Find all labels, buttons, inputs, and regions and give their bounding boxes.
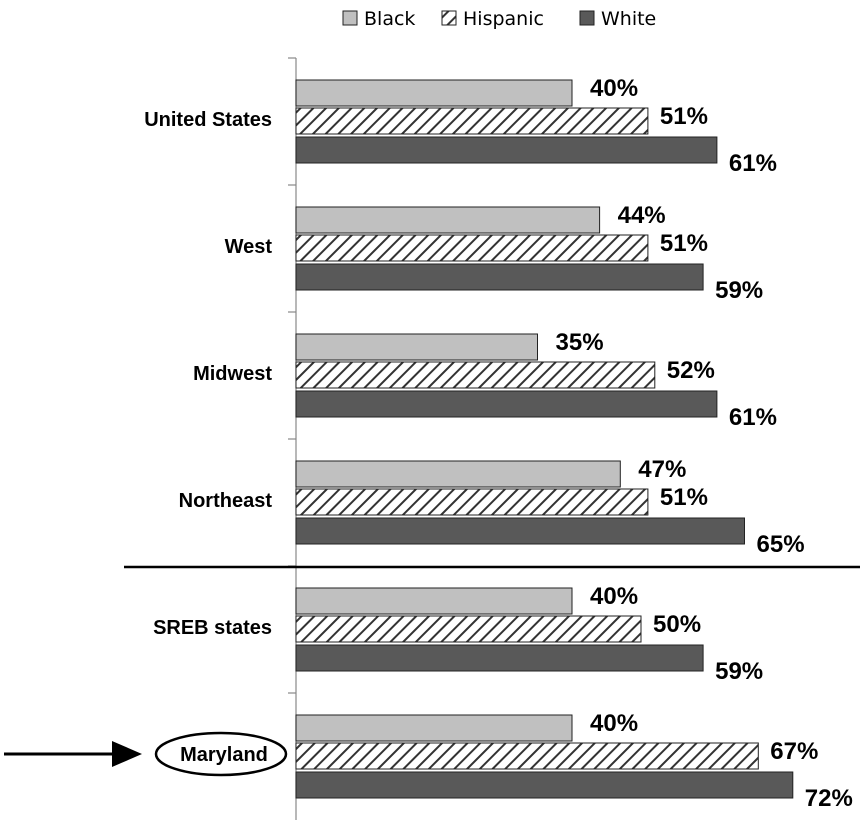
annotations [4, 565, 860, 777]
bar-west-white [295, 263, 704, 291]
value-label-west-black: 44% [618, 202, 666, 229]
legend-label-hispanic: Hispanic [463, 8, 544, 30]
value-label-midwest-black: 35% [556, 329, 604, 356]
value-label-united-states-black: 40% [590, 75, 638, 102]
legend-label-black: Black [364, 8, 415, 30]
bar-sreb-states-hispanic [295, 615, 642, 643]
bar-maryland-black [295, 714, 573, 742]
bar-midwest-white [295, 390, 718, 418]
value-label-united-states-white: 61% [729, 150, 777, 177]
category-label-united-states: United States [144, 109, 272, 131]
highlight-ellipse [154, 731, 288, 777]
bar-united-states-black [295, 79, 573, 107]
bar-united-states-white [295, 136, 718, 164]
bar-maryland-hispanic [295, 742, 759, 770]
category-label-northeast: Northeast [179, 490, 273, 512]
value-label-maryland-hispanic: 67% [770, 738, 818, 765]
bar-northeast-hispanic [295, 488, 649, 516]
bar-west-hispanic [295, 234, 649, 262]
value-label-west-hispanic: 51% [660, 230, 708, 257]
value-label-west-white: 59% [715, 277, 763, 304]
value-label-maryland-black: 40% [590, 710, 638, 737]
value-label-midwest-hispanic: 52% [667, 357, 715, 384]
bar-west-black [295, 206, 601, 234]
legend: Black Hispanic White [342, 8, 656, 30]
category-label-maryland: Maryland [180, 744, 268, 766]
legend-swatch-white [579, 10, 595, 26]
value-label-united-states-hispanic: 51% [660, 103, 708, 130]
value-label-sreb-states-white: 59% [715, 658, 763, 685]
bar-maryland-white [295, 771, 794, 799]
legend-swatch-hispanic [441, 10, 457, 26]
value-label-northeast-white: 65% [757, 531, 805, 558]
bar-midwest-black [295, 333, 538, 361]
bar-united-states-hispanic [295, 107, 649, 135]
legend-label-white: White [601, 8, 656, 30]
bar-northeast-black [295, 460, 621, 488]
labels: 40%51%61%44%51%59%35%52%61%47%51%65%40%5… [556, 75, 853, 812]
category-axis: United States West Midwest Northeast SREB st… [144, 57, 297, 820]
bars [295, 79, 794, 799]
category-label-west: West [225, 236, 273, 258]
value-label-midwest-white: 61% [729, 404, 777, 431]
legend-swatch-black [342, 10, 358, 26]
bar-sreb-states-black [295, 587, 573, 615]
category-label-midwest: Midwest [193, 363, 272, 385]
bar-midwest-hispanic [295, 361, 656, 389]
value-label-sreb-states-hispanic: 50% [653, 611, 701, 638]
value-label-northeast-hispanic: 51% [660, 484, 708, 511]
category-label-sreb-states: SREB states [153, 617, 272, 639]
bar-northeast-white [295, 517, 745, 545]
value-label-maryland-white: 72% [805, 785, 853, 812]
value-label-northeast-black: 47% [638, 456, 686, 483]
value-label-sreb-states-black: 40% [590, 583, 638, 610]
highlight-arrow-head [112, 741, 142, 767]
bar-sreb-states-white [295, 644, 704, 672]
